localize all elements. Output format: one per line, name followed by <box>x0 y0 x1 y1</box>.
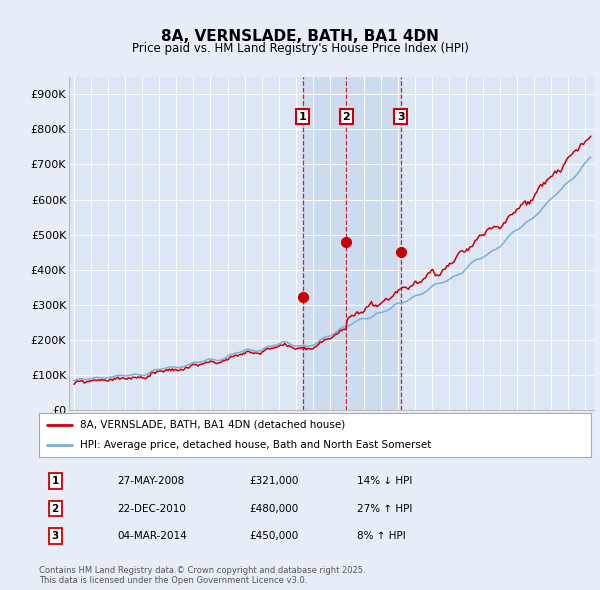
Text: £480,000: £480,000 <box>249 504 298 513</box>
Text: 22-DEC-2010: 22-DEC-2010 <box>117 504 186 513</box>
Text: 1: 1 <box>299 112 307 122</box>
Text: 27-MAY-2008: 27-MAY-2008 <box>117 476 184 486</box>
Text: 2: 2 <box>52 504 59 513</box>
Text: £450,000: £450,000 <box>249 532 298 541</box>
Text: 1: 1 <box>52 476 59 486</box>
Bar <box>346 77 401 410</box>
Text: 04-MAR-2014: 04-MAR-2014 <box>117 532 187 541</box>
Text: Contains HM Land Registry data © Crown copyright and database right 2025.
This d: Contains HM Land Registry data © Crown c… <box>39 566 365 585</box>
Text: 2: 2 <box>343 112 350 122</box>
Text: 8% ↑ HPI: 8% ↑ HPI <box>357 532 406 541</box>
Text: Price paid vs. HM Land Registry's House Price Index (HPI): Price paid vs. HM Land Registry's House … <box>131 42 469 55</box>
Text: 27% ↑ HPI: 27% ↑ HPI <box>357 504 412 513</box>
Text: HPI: Average price, detached house, Bath and North East Somerset: HPI: Average price, detached house, Bath… <box>80 440 432 450</box>
Text: £321,000: £321,000 <box>249 476 298 486</box>
Bar <box>302 77 346 410</box>
Text: 3: 3 <box>397 112 404 122</box>
Text: 14% ↓ HPI: 14% ↓ HPI <box>357 476 412 486</box>
Text: 3: 3 <box>52 532 59 541</box>
Text: 8A, VERNSLADE, BATH, BA1 4DN: 8A, VERNSLADE, BATH, BA1 4DN <box>161 29 439 44</box>
Text: 8A, VERNSLADE, BATH, BA1 4DN (detached house): 8A, VERNSLADE, BATH, BA1 4DN (detached h… <box>80 420 346 430</box>
